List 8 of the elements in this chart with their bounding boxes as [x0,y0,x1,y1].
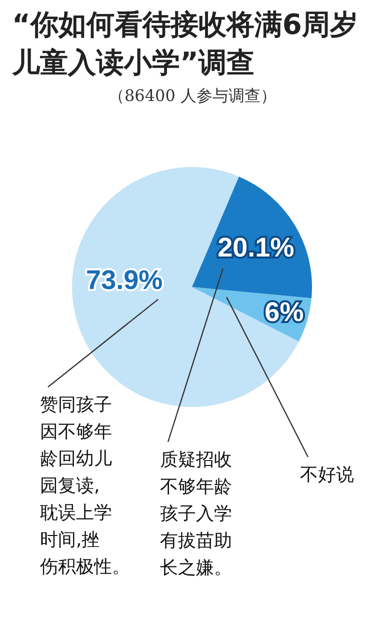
chart-subtitle: （86400 人参与调查） [108,86,278,107]
data-label: 20.1% [218,232,294,262]
slice-label: 赞同孩子因不够年龄回幼儿园复读,耽误上学时间,挫伤积极性。 [40,394,130,578]
chart-title: “你如何看待接收将满6周岁儿童入读小学”调查 [12,7,359,81]
slice-label: 质疑招收不够年龄孩子入学有拔苗助长之嫌。 [160,450,232,579]
data-label: 73.9% [86,265,163,296]
slice-label: 不好说 [300,464,354,486]
data-label: 6% [264,297,304,328]
